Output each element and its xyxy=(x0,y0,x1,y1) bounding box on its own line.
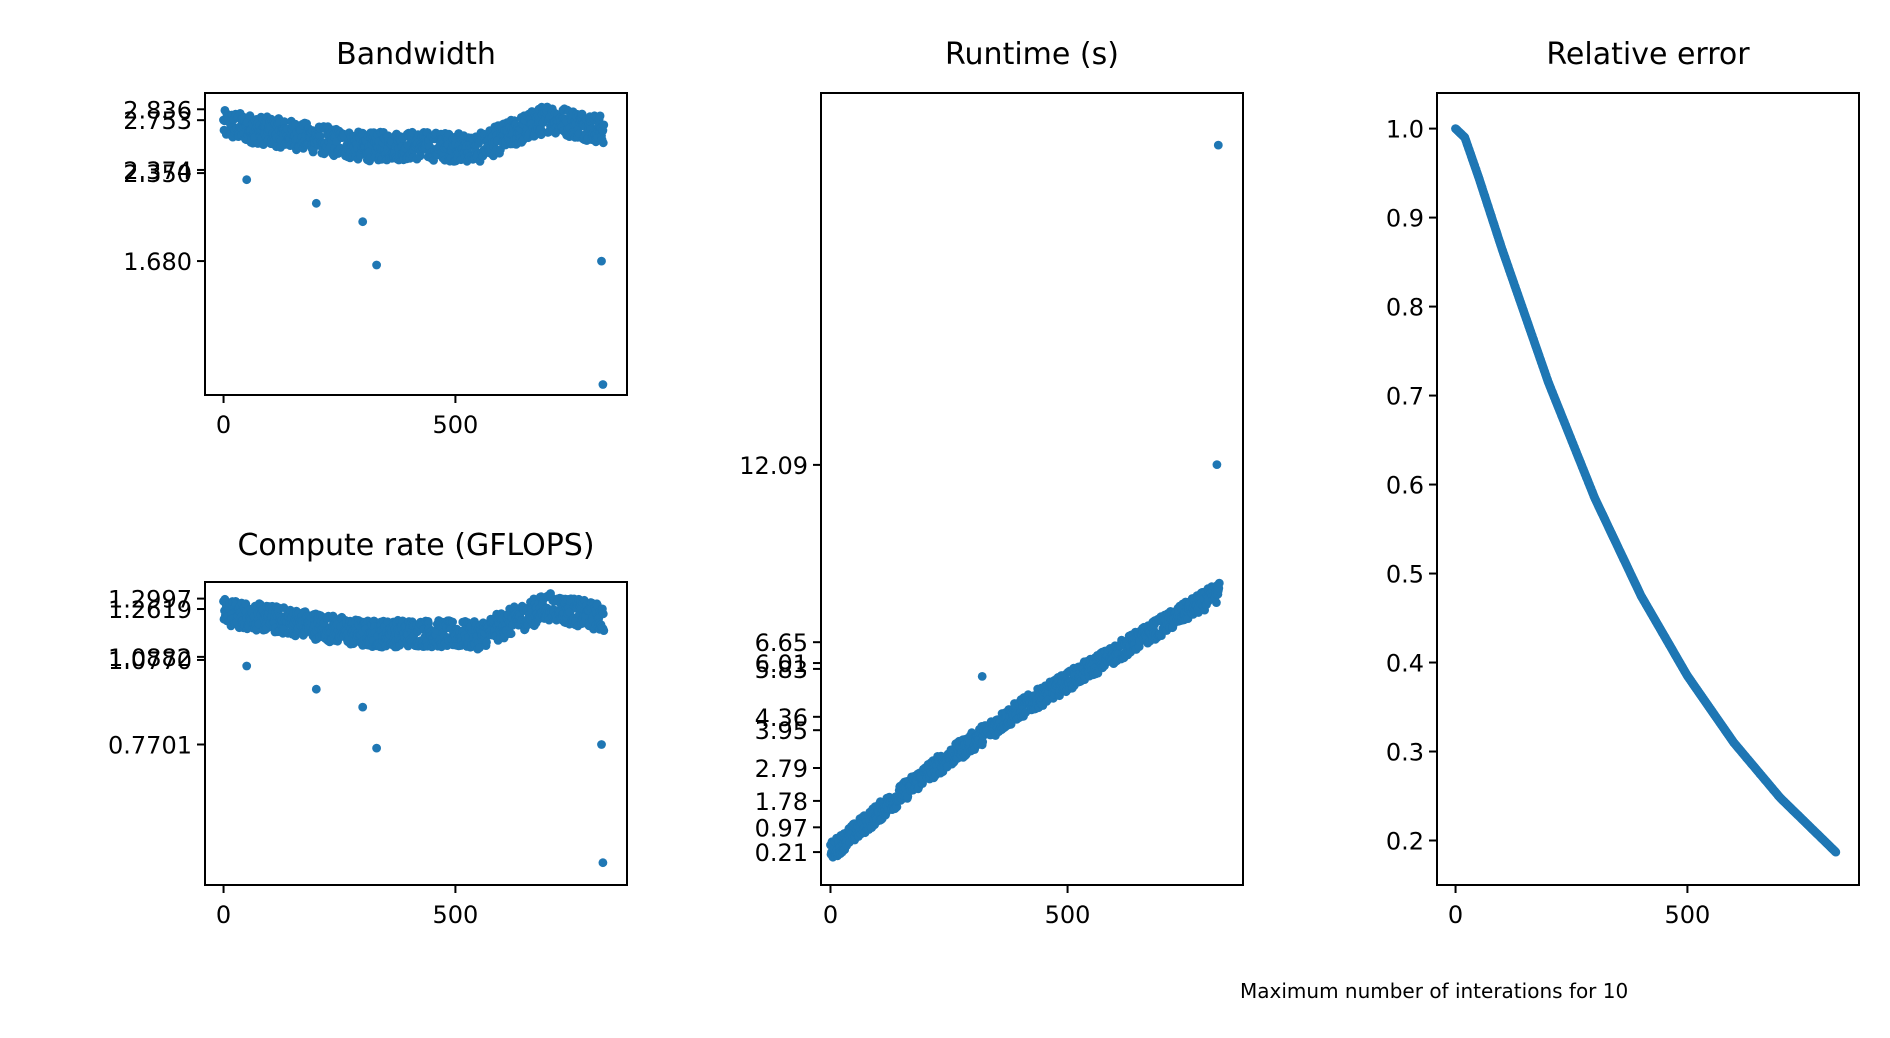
compute-rate-point xyxy=(506,629,516,639)
runtime-y-tick-label: 1.78 xyxy=(755,788,808,816)
compute-rate-point xyxy=(482,637,491,647)
runtime-x-tick-label: 0 xyxy=(823,901,838,929)
runtime-y-tick-label: 3.95 xyxy=(755,717,808,745)
runtime-y-tick-label: 2.79 xyxy=(755,755,808,783)
relative-error-y-tick-label: 0.9 xyxy=(1386,205,1424,233)
compute-rate-x-tick-label: 0 xyxy=(216,901,231,929)
bandwidth-point xyxy=(598,380,608,389)
runtime-point xyxy=(1214,578,1224,588)
compute-rate-y-tick-label: 1.2619 xyxy=(108,596,192,624)
relative-error-x-tick-label: 0 xyxy=(1448,901,1463,929)
runtime-y-tick-label: 5.83 xyxy=(755,656,808,684)
bandwidth-point xyxy=(358,217,368,227)
runtime-y-tick-label: 0.21 xyxy=(755,839,808,867)
relative-error-axes-frame xyxy=(1436,92,1860,886)
compute-rate-x-tick-label: 500 xyxy=(433,901,479,929)
runtime-title: Runtime (s) xyxy=(945,37,1119,72)
compute-rate-y-tick-label: 1.2997 xyxy=(108,586,192,614)
relative-error-x-tick-label: 500 xyxy=(1665,901,1711,929)
runtime-axes-frame xyxy=(820,92,1244,886)
runtime-marks xyxy=(826,140,1224,862)
runtime-y-tick-label: 6.01 xyxy=(755,650,808,678)
relative-error-y-tick-label: 1.0 xyxy=(1386,116,1424,144)
runtime-panel: Runtime (s) 0 500 0.210.971.78 2.79 3.954.36… xyxy=(739,37,1244,929)
bandwidth-y-tick-label: 1.680 xyxy=(123,248,192,276)
runtime-y-tick-label: 12.09 xyxy=(739,452,808,480)
relative-error-y-tick-label: 0.2 xyxy=(1386,828,1424,856)
relative-error-title: Relative error xyxy=(1546,37,1750,72)
relative-error-y-tick-label: 0.5 xyxy=(1386,561,1424,589)
compute-rate-point xyxy=(599,626,609,635)
compute-rate-point xyxy=(597,740,606,749)
x-axis-footnote: Maximum number of interations for 10 xyxy=(1240,979,1628,1003)
bandwidth-point xyxy=(599,120,609,130)
relative-error-y-tick-label: 0.8 xyxy=(1386,294,1424,322)
compute-rate-point xyxy=(242,661,252,671)
compute-rate-point xyxy=(372,743,381,753)
compute-rate-axes-frame xyxy=(204,581,628,886)
runtime-point xyxy=(977,672,987,681)
runtime-point xyxy=(1213,140,1223,150)
runtime-y-tick-label: 6.65 xyxy=(755,629,808,657)
compute-rate-point xyxy=(311,684,321,694)
bandwidth-x-tick-label: 500 xyxy=(433,411,479,439)
bandwidth-point xyxy=(598,138,608,148)
runtime-point xyxy=(1212,460,1222,469)
bandwidth-point xyxy=(595,111,605,121)
bandwidth-y-tick-label: 2.350 xyxy=(123,160,192,188)
relative-error-point xyxy=(1831,847,1841,857)
runtime-y-tick-label: 0.97 xyxy=(755,814,808,842)
bandwidth-y-tick-label: 2.374 xyxy=(123,157,192,185)
bandwidth-point xyxy=(311,198,321,208)
compute-rate-point xyxy=(448,617,457,627)
relative-error-y-tick-label: 0.6 xyxy=(1386,472,1424,500)
runtime-y-tick-label: 4.36 xyxy=(755,704,808,732)
relative-error-y-tick-label: 0.4 xyxy=(1386,650,1424,678)
compute-rate-marks xyxy=(219,589,609,868)
relative-error-marks xyxy=(1451,124,1841,857)
bandwidth-point xyxy=(597,256,606,266)
bandwidth-y-tick-label: 2.836 xyxy=(123,96,192,124)
bandwidth-point xyxy=(279,117,289,126)
bandwidth-title: Bandwidth xyxy=(336,37,496,72)
relative-error-y-tick-label: 0.7 xyxy=(1386,383,1424,411)
bandwidth-x-tick-label: 0 xyxy=(216,411,231,439)
compute-rate-y-tick-label: 1.0882 xyxy=(108,644,192,672)
compute-rate-y-tick-label: 0.7701 xyxy=(108,731,192,759)
bandwidth-point xyxy=(242,175,252,185)
bandwidth-point xyxy=(372,260,381,270)
bandwidth-marks xyxy=(219,102,609,389)
compute-rate-panel: Compute rate (GFLOPS) 0 5000.77011.07701.… xyxy=(108,528,628,929)
compute-rate-point xyxy=(598,609,608,619)
compute-rate-point xyxy=(598,858,608,868)
compute-rate-y-tick-label: 1.0770 xyxy=(108,647,192,675)
runtime-x-tick-label: 500 xyxy=(1045,901,1091,929)
compute-rate-point xyxy=(358,702,368,712)
bandwidth-axes-frame xyxy=(204,92,628,396)
bandwidth-point xyxy=(364,147,374,157)
relative-error-y-tick-label: 0.3 xyxy=(1386,739,1424,767)
bandwidth-y-tick-label: 2.753 xyxy=(123,107,192,135)
relative-error-panel: Relative error 0 500 0.2 0.3 0.4 0.5 0.6 0.7 0.8… xyxy=(1386,37,1860,929)
compute-rate-title: Compute rate (GFLOPS) xyxy=(237,528,594,563)
runtime-point xyxy=(1212,598,1221,607)
